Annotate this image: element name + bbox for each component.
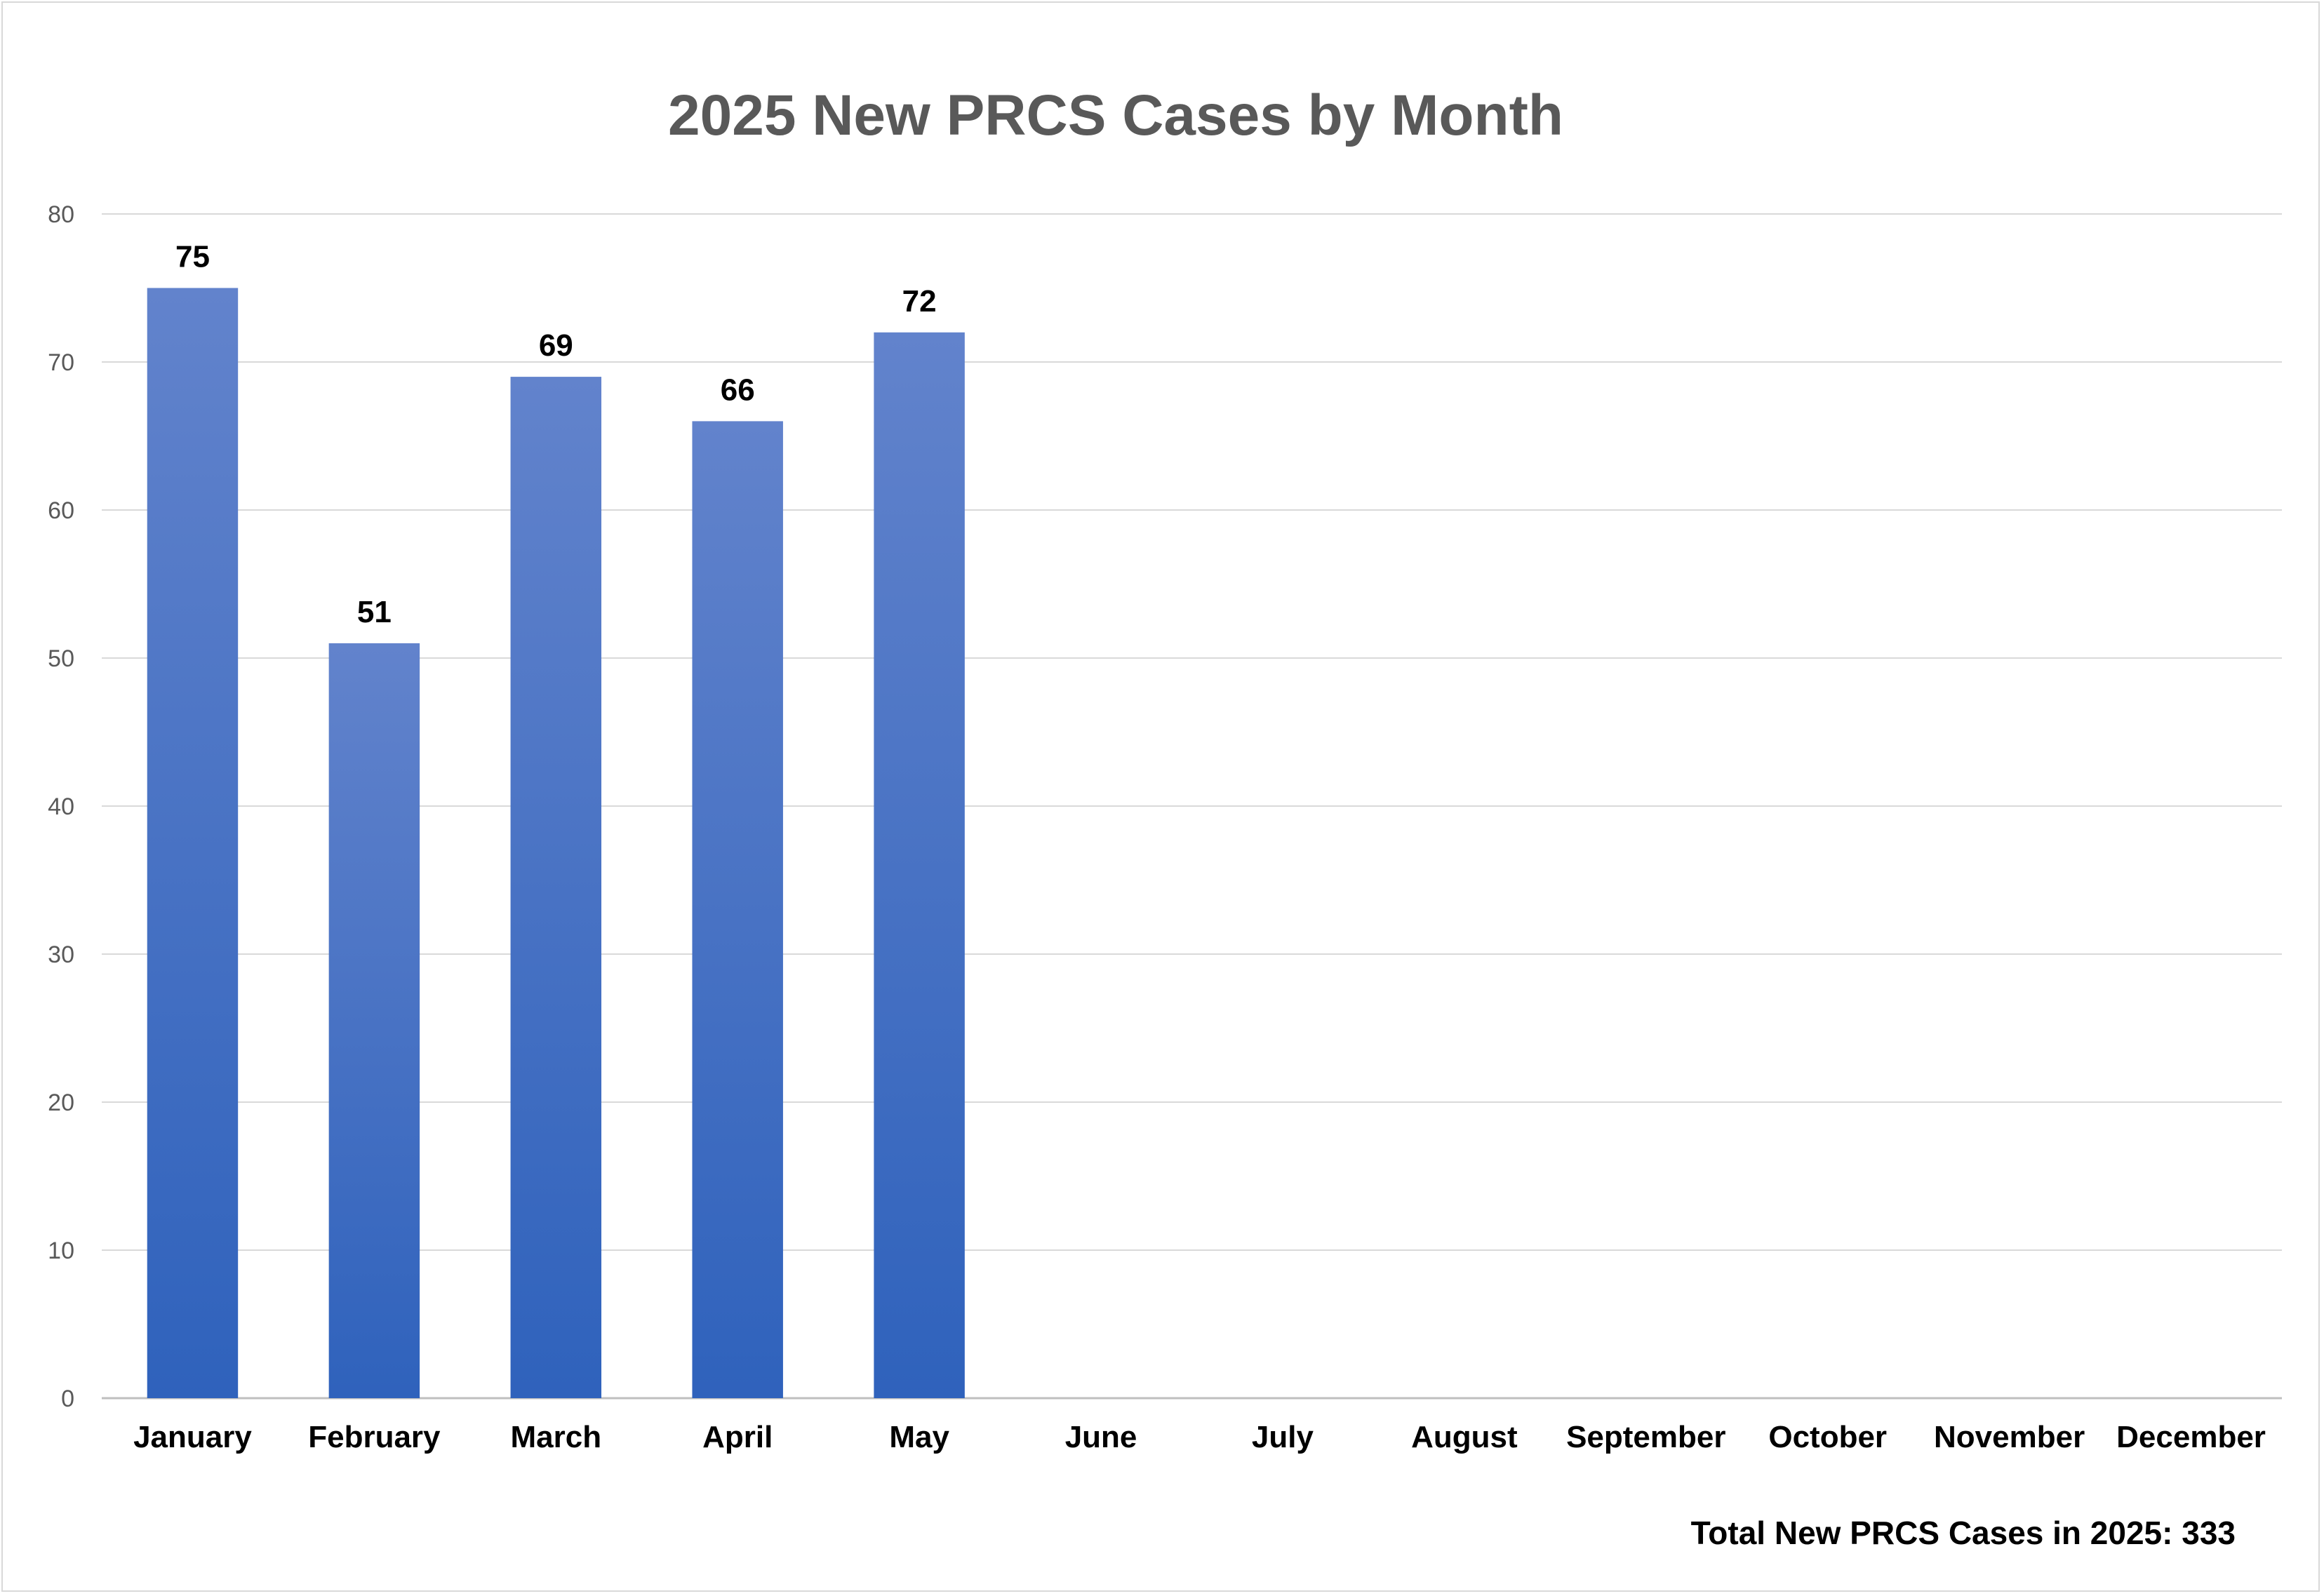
x-category-september: September [1566,1420,1725,1454]
data-label-may: 72 [902,284,937,318]
x-category-october: October [1768,1420,1887,1454]
bar-march [510,377,602,1398]
y-tick-label: 60 [48,497,74,524]
bar-april [692,421,783,1398]
data-label-january: 75 [175,240,210,274]
x-category-january: January [133,1420,252,1454]
bar-january [147,288,239,1398]
gridlines [102,213,2282,1400]
data-label-april: 66 [721,373,755,407]
bar-february [328,643,420,1398]
x-category-march: March [510,1420,601,1454]
bars [147,288,965,1398]
y-tick-label: 70 [48,349,74,376]
y-tick-label: 80 [48,201,74,228]
x-category-july: July [1252,1420,1314,1454]
x-category-august: August [1411,1420,1518,1454]
chart-title: 2025 New PRCS Cases by Month [668,83,1563,147]
x-category-november: November [1934,1420,2085,1454]
x-axis-categories: January February March April May June July Augu… [133,1420,2266,1454]
y-tick-label: 50 [48,645,74,672]
x-category-june: June [1065,1420,1137,1454]
data-label-february: 51 [357,595,392,629]
bar-may [874,332,965,1398]
data-label-march: 69 [539,328,573,363]
total-cases-note: Total New PRCS Cases in 2025: 333 [1690,1515,2236,1551]
y-axis-ticks: 0 10 20 30 40 50 60 70 80 [48,201,74,1412]
y-tick-label: 30 [48,941,74,968]
data-labels: 75 51 69 66 72 [175,240,937,629]
y-tick-label: 10 [48,1238,74,1264]
y-tick-label: 20 [48,1089,74,1116]
x-category-may: May [889,1420,949,1454]
x-category-april: April [702,1420,773,1454]
x-category-december: December [2116,1420,2266,1454]
y-tick-label: 40 [48,793,74,820]
y-tick-label: 0 [61,1386,74,1412]
x-category-february: February [308,1420,441,1454]
